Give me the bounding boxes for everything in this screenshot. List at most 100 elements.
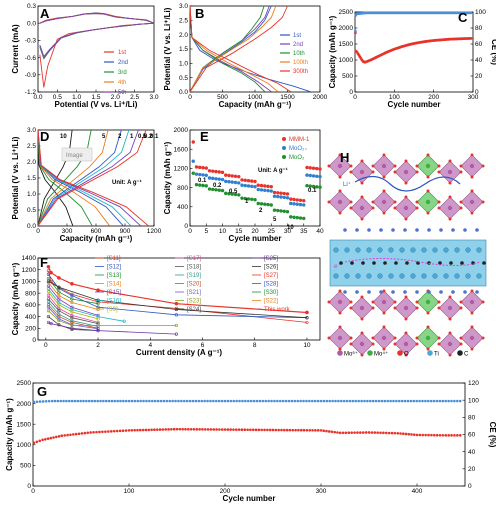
rate-label: 5 (273, 217, 277, 223)
ce-point (110, 399, 114, 403)
y-tick-label: 2000 (339, 25, 354, 32)
legend-entry: [S13] (107, 273, 121, 279)
ce-point (139, 399, 142, 403)
ce-point (116, 399, 119, 403)
li-ion (403, 290, 407, 294)
ce-point (214, 399, 218, 403)
o-atom (404, 331, 408, 335)
o-atom (481, 336, 485, 340)
o-atom (415, 200, 419, 204)
rate-point (311, 174, 316, 178)
capacity-point (133, 428, 136, 432)
y-tick-label: 1.5 (27, 175, 36, 182)
o-atom (459, 336, 463, 340)
ce-point (35, 400, 39, 404)
literature-point (70, 310, 74, 314)
capacity-point (370, 431, 374, 434)
mo-atom (447, 341, 453, 347)
ce-point (93, 399, 97, 403)
capacity-point (254, 428, 258, 432)
capacity-point (63, 434, 66, 437)
legend-entry: [S19] (187, 273, 201, 279)
ce-point (168, 399, 172, 403)
o-atom (459, 164, 463, 168)
o-atom (393, 342, 397, 346)
rate-label: 0.1 (150, 134, 159, 140)
o-atom (349, 164, 353, 168)
x-tick-label: 200 (428, 94, 439, 101)
rate-label: 5 (102, 134, 106, 140)
mo-atom (359, 169, 365, 175)
capacity-point (338, 431, 342, 435)
capacity-point (421, 433, 425, 437)
ce-point (165, 399, 169, 403)
rate-point (220, 170, 225, 175)
ce-point (427, 399, 430, 403)
capacity-point (410, 433, 413, 436)
rate-point (311, 166, 316, 170)
capacity-point (144, 428, 148, 432)
ti-atom (333, 247, 339, 253)
legend-entry: 300th (293, 69, 308, 75)
ti-atom (432, 273, 438, 279)
y2-tick-label: 100 (475, 9, 486, 16)
literature-point (57, 290, 61, 294)
x-tick-label: 1200 (147, 228, 162, 235)
capacity-point (418, 433, 422, 437)
ce-point (53, 399, 57, 403)
capacity-point (201, 428, 204, 431)
rate-discharge-curve (37, 129, 149, 227)
o-atom (360, 295, 364, 299)
ce-point (331, 399, 334, 403)
rate-point (243, 183, 247, 188)
literature-curve (48, 310, 177, 326)
rate-point (282, 195, 286, 200)
legend-entry: [S18] (187, 265, 201, 271)
rate-point (256, 201, 260, 206)
o-atom (349, 300, 353, 304)
y-tick-label: 800 (25, 290, 36, 297)
y-tick-label: 1000 (339, 57, 354, 64)
legend-entry: [S27] (264, 273, 278, 279)
li-ion (379, 228, 383, 232)
rate-point (272, 194, 277, 198)
capacity-point (46, 437, 50, 440)
literature-point (70, 293, 74, 298)
capacity-point (430, 433, 433, 437)
y2-tick-label: 40 (475, 57, 483, 64)
o-atom (426, 175, 430, 179)
charge-curve-1st (189, 5, 272, 92)
capacity-point (38, 439, 42, 443)
ce-point (273, 399, 276, 403)
capacity-point (206, 428, 210, 431)
y-tick-label: 1500 (17, 421, 32, 428)
o-atom (382, 175, 386, 179)
capacity-point (98, 430, 101, 434)
capacity-point (263, 428, 266, 432)
ti-atom (454, 273, 460, 279)
capacity-point (83, 431, 87, 435)
ce-point (453, 399, 456, 403)
rate-point (224, 191, 228, 196)
ti-atom (443, 273, 449, 279)
ce-point (87, 399, 91, 403)
legend-marker (282, 155, 286, 159)
ce-point (438, 399, 442, 403)
ce-point (90, 399, 94, 403)
capacity-point (186, 427, 190, 431)
rate-point (272, 190, 277, 195)
o-atom (448, 195, 452, 199)
ce-point (59, 399, 63, 403)
rate-point (211, 169, 215, 173)
capacity-point (435, 433, 439, 437)
rate-point (285, 209, 290, 214)
literature-point (57, 285, 61, 289)
charge-curve-300th (189, 5, 288, 92)
o-atom (349, 170, 353, 174)
y-axis-label: Capacity (mAh g⁻¹) (163, 141, 172, 214)
capacity-point (150, 428, 153, 432)
legend-entry: [S20] (187, 282, 201, 288)
rate-label: 0.5 (229, 189, 238, 195)
capacity-point (387, 431, 391, 435)
ti-atom (476, 273, 482, 279)
